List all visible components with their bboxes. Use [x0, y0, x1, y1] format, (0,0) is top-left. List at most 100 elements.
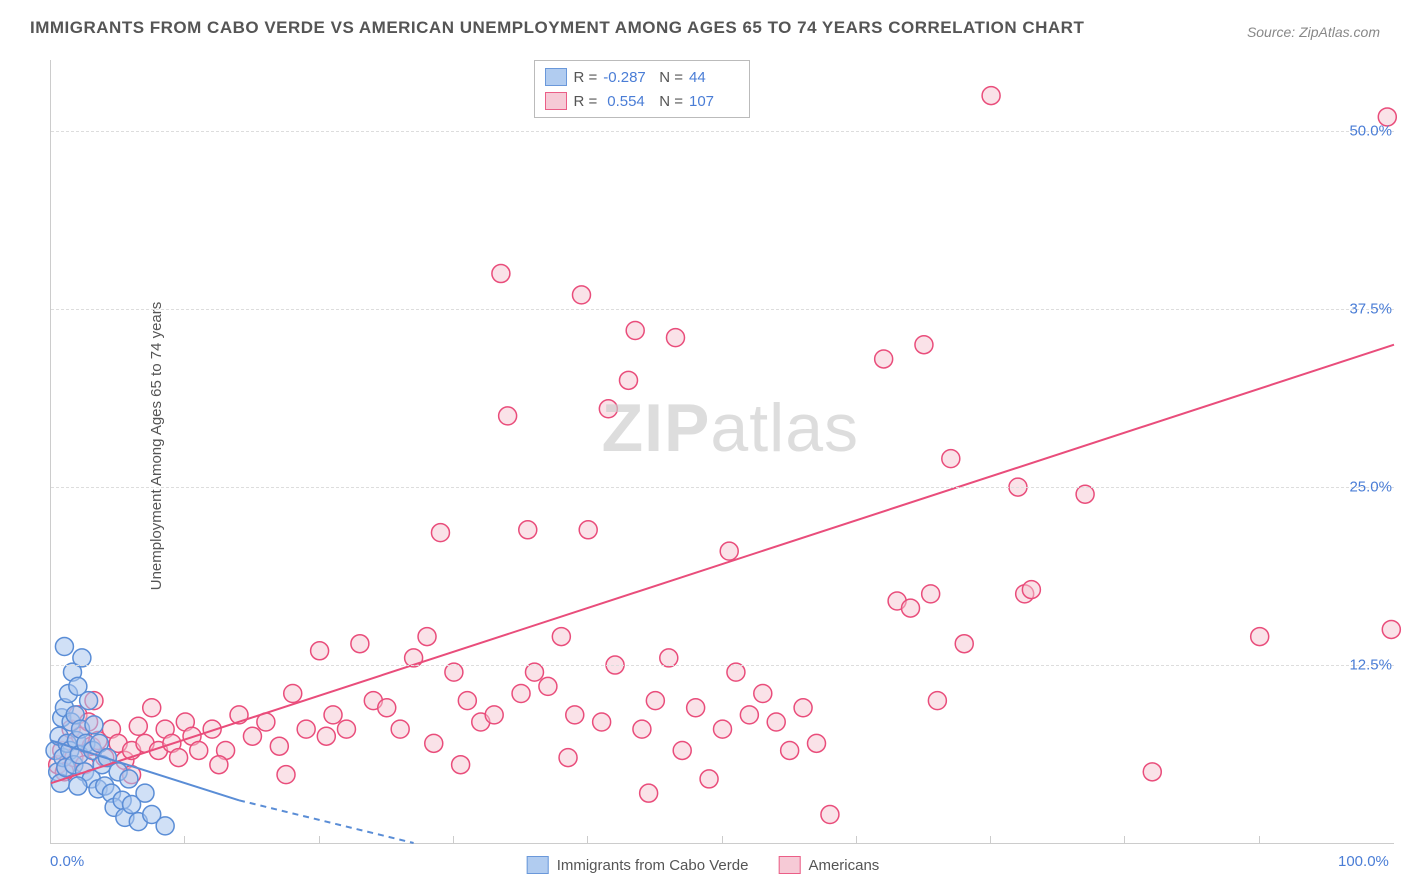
legend-label-blue: Immigrants from Cabo Verde	[557, 857, 749, 874]
y-tick-label: 37.5%	[1349, 301, 1392, 318]
data-point	[337, 720, 355, 738]
swatch-pink	[778, 856, 800, 874]
data-point	[808, 734, 826, 752]
data-point	[754, 685, 772, 703]
data-point	[942, 450, 960, 468]
data-point	[156, 817, 174, 835]
data-point	[1251, 628, 1269, 646]
data-point	[640, 784, 658, 802]
data-point	[519, 521, 537, 539]
data-point	[626, 321, 644, 339]
y-tick-label: 12.5%	[1349, 657, 1392, 674]
legend-label-pink: Americans	[808, 857, 879, 874]
data-point	[1143, 763, 1161, 781]
data-point	[559, 749, 577, 767]
data-point	[794, 699, 812, 717]
pink-n-value: 107	[689, 93, 739, 110]
data-point	[781, 741, 799, 759]
data-point	[452, 756, 470, 774]
data-point	[85, 716, 103, 734]
data-point	[633, 720, 651, 738]
legend-item-pink: Americans	[778, 856, 879, 874]
data-point	[311, 642, 329, 660]
data-point	[190, 741, 208, 759]
scatter-plot-svg	[51, 60, 1394, 843]
data-point	[646, 692, 664, 710]
data-point	[599, 400, 617, 418]
data-point	[499, 407, 517, 425]
legend-item-blue: Immigrants from Cabo Verde	[527, 856, 749, 874]
data-point	[277, 766, 295, 784]
data-point	[767, 713, 785, 731]
x-tick-label: 0.0%	[50, 853, 84, 870]
plot-area: ZIPatlas R = -0.287 N = 44 R = 0.554 N =…	[50, 60, 1394, 844]
chart-title: IMMIGRANTS FROM CABO VERDE VS AMERICAN U…	[30, 18, 1084, 38]
data-point	[955, 635, 973, 653]
data-point	[572, 286, 590, 304]
data-point	[512, 685, 530, 703]
data-point	[170, 749, 188, 767]
swatch-blue	[527, 856, 549, 874]
r-label: R =	[573, 69, 597, 86]
source-attribution: Source: ZipAtlas.com	[1247, 24, 1380, 40]
data-point	[69, 777, 87, 795]
data-point	[579, 521, 597, 539]
data-point	[378, 699, 396, 717]
data-point	[700, 770, 718, 788]
data-point	[539, 677, 557, 695]
data-point	[492, 265, 510, 283]
data-point	[928, 692, 946, 710]
swatch-pink	[545, 92, 567, 110]
data-point	[875, 350, 893, 368]
correlation-legend: R = -0.287 N = 44 R = 0.554 N = 107	[534, 60, 750, 118]
data-point	[391, 720, 409, 738]
data-point	[418, 628, 436, 646]
data-point	[284, 685, 302, 703]
data-point	[915, 336, 933, 354]
trend-line	[51, 345, 1394, 783]
data-point	[324, 706, 342, 724]
blue-r-value: -0.287	[603, 69, 653, 86]
data-point	[673, 741, 691, 759]
data-point	[687, 699, 705, 717]
data-point	[619, 371, 637, 389]
data-point	[431, 524, 449, 542]
data-point	[922, 585, 940, 603]
data-point	[821, 806, 839, 824]
trend-line	[239, 800, 414, 843]
data-point	[720, 542, 738, 560]
data-point	[566, 706, 584, 724]
swatch-blue	[545, 68, 567, 86]
data-point	[458, 692, 476, 710]
pink-r-value: 0.554	[603, 93, 653, 110]
data-point	[243, 727, 261, 745]
legend-row-pink: R = 0.554 N = 107	[545, 89, 739, 113]
blue-n-value: 44	[689, 69, 739, 86]
bottom-legend: Immigrants from Cabo Verde Americans	[527, 856, 880, 874]
data-point	[485, 706, 503, 724]
legend-row-blue: R = -0.287 N = 44	[545, 65, 739, 89]
n-label: N =	[659, 69, 683, 86]
data-point	[593, 713, 611, 731]
data-point	[1022, 581, 1040, 599]
data-point	[666, 329, 684, 347]
n-label: N =	[659, 93, 683, 110]
data-point	[425, 734, 443, 752]
y-tick-label: 25.0%	[1349, 479, 1392, 496]
data-point	[317, 727, 335, 745]
data-point	[129, 717, 147, 735]
data-point	[80, 692, 98, 710]
data-point	[55, 638, 73, 656]
data-point	[552, 628, 570, 646]
data-point	[982, 87, 1000, 105]
r-label: R =	[573, 93, 597, 110]
data-point	[143, 699, 161, 717]
data-point	[1382, 620, 1400, 638]
data-point	[297, 720, 315, 738]
data-point	[120, 770, 138, 788]
data-point	[740, 706, 758, 724]
y-tick-label: 50.0%	[1349, 123, 1392, 140]
x-tick-label: 100.0%	[1338, 853, 1389, 870]
data-point	[210, 756, 228, 774]
data-point	[351, 635, 369, 653]
